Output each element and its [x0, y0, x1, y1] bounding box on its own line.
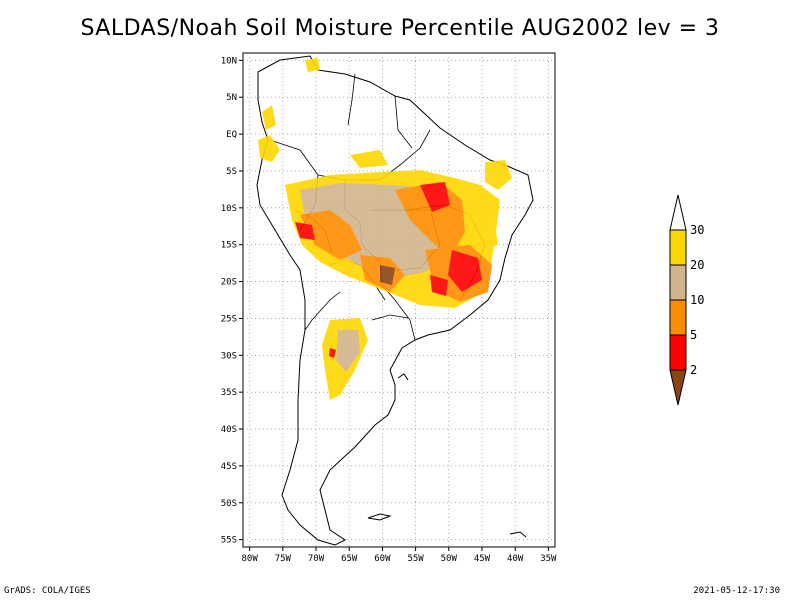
legend-swatch-2-5: [669, 334, 687, 371]
map-ticks: 10N 5N EQ 5S 10S 15S 20S 25S 30S 35S 40S 45S 50S 55S 8…: [221, 56, 557, 564]
lat-tick-label: 40S: [221, 425, 237, 435]
map-title: SALDAS/Noah Soil Moisture Percentile AUG…: [80, 16, 720, 41]
footer-timestamp: 2021-05-12-17:30: [693, 586, 780, 596]
legend-swatch-above-30: [669, 194, 687, 231]
lat-tick-label: 45S: [221, 462, 237, 472]
lat-tick-label: 50S: [221, 499, 237, 509]
lat-tick-label: 55S: [221, 536, 237, 546]
lat-tick-label: EQ: [226, 130, 237, 140]
legend-label: 20: [690, 258, 704, 272]
legend-swatch-5-10: [669, 299, 687, 336]
lon-tick-label: 35W: [540, 554, 557, 564]
lon-tick-label: 65W: [341, 554, 358, 564]
lon-tick-label: 60W: [374, 554, 391, 564]
lon-tick-label: 40W: [507, 554, 524, 564]
lon-tick-label: 50W: [441, 554, 458, 564]
lat-tick-label: 5N: [226, 93, 237, 103]
islands: [367, 373, 527, 538]
lon-tick-label: 45W: [474, 554, 491, 564]
lon-tick-label: 75W: [275, 554, 292, 564]
legend-label: 10: [690, 293, 704, 307]
lon-tick-label: 70W: [308, 554, 325, 564]
lat-tick-label: 35S: [221, 388, 237, 398]
soil-moisture-shading: [258, 58, 512, 400]
lat-tick-label: 30S: [221, 351, 237, 361]
color-legend: 30 20 10 5 2: [669, 194, 704, 406]
legend-label: 2: [690, 363, 697, 377]
lat-tick-label: 5S: [226, 167, 237, 177]
lat-tick-label: 10N: [221, 56, 237, 66]
legend-swatch-below-2: [669, 369, 687, 406]
lon-tick-label: 80W: [242, 554, 259, 564]
lat-tick-label: 20S: [221, 278, 237, 288]
legend-swatch-10-20: [669, 264, 687, 301]
legend-swatch-20-30: [669, 229, 687, 266]
lat-tick-label: 15S: [221, 241, 237, 251]
map-frame: [242, 52, 556, 548]
lat-tick-label: 10S: [221, 204, 237, 214]
continent-outline: [256, 55, 534, 546]
footer-credit: GrADS: COLA/IGES: [4, 586, 91, 596]
legend-label: 5: [690, 328, 697, 342]
legend-label: 30: [690, 223, 704, 237]
map-grid: [243, 53, 555, 547]
lat-tick-label: 25S: [221, 314, 237, 324]
lon-tick-label: 55W: [407, 554, 424, 564]
